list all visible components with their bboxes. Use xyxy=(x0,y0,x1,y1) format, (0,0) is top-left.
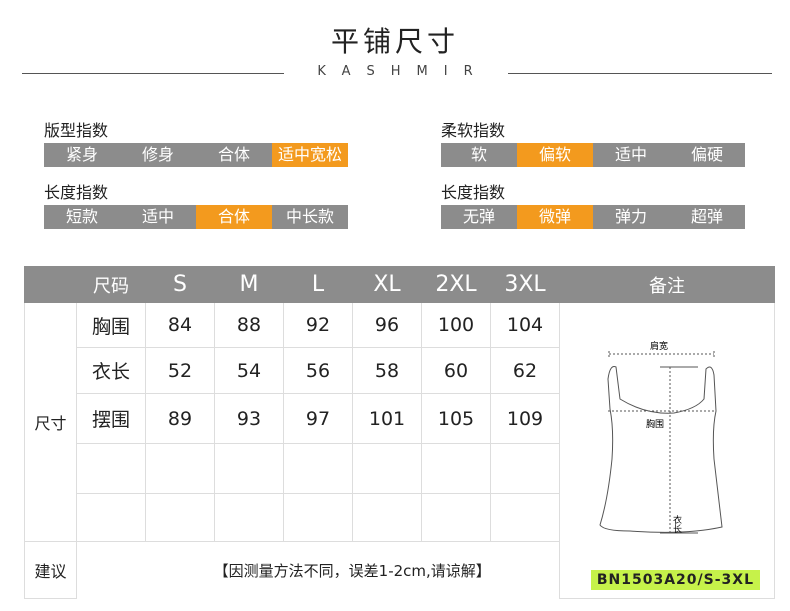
index-option: 紧身 xyxy=(65,145,98,164)
product-code: BN1503A20/S-3XL xyxy=(590,570,760,590)
divider-right xyxy=(508,73,772,74)
cell: 93 xyxy=(214,393,284,444)
index-option: 超弹 xyxy=(690,207,723,226)
cell: 105 xyxy=(421,393,491,444)
index-option-selected: 合体 xyxy=(196,205,272,229)
index-option: 适中 xyxy=(614,145,647,164)
index-bar: 短款 适中 合体 中长款 xyxy=(44,205,348,229)
index-bar: 紧身 修身 合体 适中宽松 xyxy=(44,143,348,167)
index-option: 短款 xyxy=(65,207,98,226)
cell: 60 xyxy=(421,347,491,394)
cell: 96 xyxy=(352,302,422,348)
cell: 58 xyxy=(352,347,422,394)
note-header: 备注 xyxy=(559,266,775,303)
cell: 89 xyxy=(145,393,215,444)
row-label: 胸围 xyxy=(76,302,146,348)
length-label: 衣长 xyxy=(671,514,682,534)
size-xl: XL xyxy=(352,266,422,303)
table-header: 尺码 S M L XL 2XL 3XL 备注 xyxy=(24,266,775,303)
cell: 84 xyxy=(145,302,215,348)
index-bar: 软 偏软 适中 偏硬 xyxy=(441,143,745,167)
index-option-selected: 偏软 xyxy=(517,143,593,167)
cell: 56 xyxy=(283,347,353,394)
table-row: 尺寸 胸围 84 88 92 96 100 104 肩宽 胸围 衣长 BN150… xyxy=(24,302,775,599)
garment-diagram: 肩宽 胸围 衣长 xyxy=(599,340,723,534)
size-m: M xyxy=(214,266,284,303)
index-label: 长度指数 xyxy=(44,183,109,202)
cell: 97 xyxy=(283,393,353,444)
table-row xyxy=(25,443,775,494)
index-label: 版型指数 xyxy=(44,121,109,140)
index-option: 中长款 xyxy=(285,207,334,226)
cell: 100 xyxy=(421,302,491,348)
index-label: 长度指数 xyxy=(441,183,506,202)
index-label: 柔软指数 xyxy=(441,121,506,140)
index-option: 适中 xyxy=(141,207,174,226)
cell: 88 xyxy=(214,302,284,348)
index-option-selected: 适中宽松 xyxy=(272,143,348,167)
shoulder-label: 肩宽 xyxy=(650,340,668,352)
cell: 92 xyxy=(283,302,353,348)
index-option: 软 xyxy=(470,145,487,164)
size-3xl: 3XL xyxy=(490,266,560,303)
remark: 【因测量方法不同，误差1-2cm,请谅解】 xyxy=(213,561,491,580)
cell: 109 xyxy=(490,393,560,444)
index-option: 偏硬 xyxy=(690,145,723,164)
advice-row: 建议 【因测量方法不同，误差1-2cm,请谅解】 xyxy=(24,541,775,599)
row-label: 摆围 xyxy=(76,393,146,444)
index-option: 修身 xyxy=(141,145,174,164)
brand-name: KASHMIR xyxy=(317,64,489,79)
size-header: 尺码 xyxy=(76,266,146,303)
chest-label: 胸围 xyxy=(646,418,664,430)
table-row: 摆围 89 93 97 101 105 109 xyxy=(25,393,775,444)
advice-label: 建议 xyxy=(24,541,77,599)
index-option: 合体 xyxy=(217,145,250,164)
cell: 52 xyxy=(145,347,215,394)
cell: 62 xyxy=(490,347,560,394)
cell: 54 xyxy=(214,347,284,394)
divider-left xyxy=(22,73,284,74)
size-s: S xyxy=(145,266,215,303)
group-label: 尺寸 xyxy=(24,302,77,542)
index-bar: 无弹 微弹 弹力 超弹 xyxy=(441,205,745,229)
row-label: 衣长 xyxy=(76,347,146,394)
note-cell: 肩宽 胸围 衣长 BN1503A20/S-3XL xyxy=(559,302,775,599)
size-table: 尺码 S M L XL 2XL 3XL 备注 尺寸 胸围 84 88 92 96… xyxy=(24,266,775,599)
size-2xl: 2XL xyxy=(421,266,491,303)
page-title: 平铺尺寸 xyxy=(330,25,459,58)
index-option: 弹力 xyxy=(614,207,647,226)
index-option: 无弹 xyxy=(462,207,495,226)
table-row: 衣长 52 54 56 58 60 62 xyxy=(25,347,775,394)
cell: 101 xyxy=(352,393,422,444)
index-option-selected: 微弹 xyxy=(517,205,593,229)
size-l: L xyxy=(283,266,353,303)
cell: 104 xyxy=(490,302,560,348)
table-row xyxy=(25,493,775,542)
